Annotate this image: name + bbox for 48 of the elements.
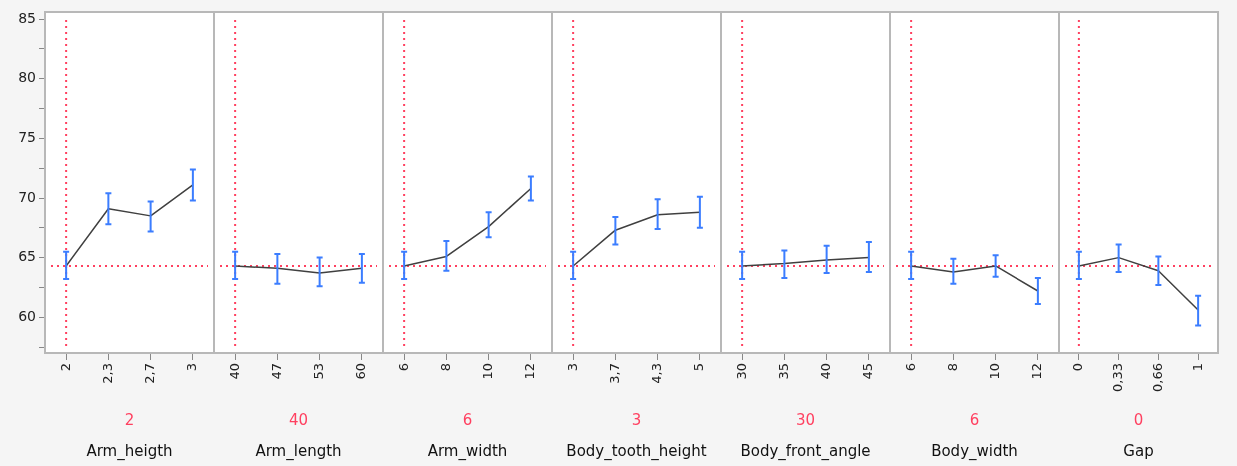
x-axis-title: Gap xyxy=(1123,441,1154,460)
x-tick-label: 0 xyxy=(1070,363,1086,372)
x-tick-label: 40 xyxy=(818,363,833,380)
x-axis-title: Arm_length xyxy=(255,441,342,461)
x-tick-label: 5 xyxy=(691,363,707,372)
y-tick-label: 75 xyxy=(18,129,36,146)
y-tick-label: 65 xyxy=(18,248,36,265)
x-tick-label: 12 xyxy=(1029,363,1045,380)
x-tick-label: 0,33 xyxy=(1110,363,1125,392)
x-tick-label: 4,3 xyxy=(649,363,664,384)
y-tick-label: 85 xyxy=(18,9,36,26)
y-tick-label: 60 xyxy=(18,307,36,324)
ref-line-label: 6 xyxy=(461,410,474,430)
x-tick-label: 1 xyxy=(1189,363,1205,372)
x-tick-label: 6 xyxy=(395,363,411,372)
x-axis-title: Body_width xyxy=(931,441,1018,461)
y-tick-label: 80 xyxy=(18,69,36,86)
x-tick-label: 40 xyxy=(226,363,242,380)
x-tick-label: 2 xyxy=(57,363,73,372)
x-tick-label: 47 xyxy=(268,363,284,380)
x-axis-title: Arm_heigth xyxy=(86,441,173,461)
x-tick-label: 0,66 xyxy=(1149,363,1165,392)
ref-line-label: 6 xyxy=(968,410,981,430)
x-tick-label: 53 xyxy=(311,363,326,380)
x-tick-label: 10 xyxy=(987,363,1002,380)
x-axis-title: Body_front_angle xyxy=(740,441,871,461)
ref-line-label: 40 xyxy=(287,410,310,430)
x-tick-label: 3 xyxy=(564,363,580,372)
x-tick-label: 2,7 xyxy=(142,363,157,384)
x-tick-label: 35 xyxy=(775,363,791,380)
x-tick-label: 30 xyxy=(733,363,749,380)
ref-line-label: 2 xyxy=(123,410,136,430)
x-tick-label: 60 xyxy=(353,363,369,380)
x-tick-label: 8 xyxy=(437,363,453,372)
y-tick-label: 70 xyxy=(18,188,36,205)
x-tick-label: 12 xyxy=(522,363,538,380)
x-tick-label: 10 xyxy=(480,363,495,380)
x-tick-label: 3,7 xyxy=(606,363,622,384)
x-tick-label: 6 xyxy=(902,363,918,372)
ref-line-label: 3 xyxy=(630,410,643,430)
ref-line-label: 30 xyxy=(794,410,817,430)
x-tick-label: 3 xyxy=(184,363,200,372)
x-axis-title: Body_tooth_height xyxy=(566,441,707,461)
x-tick-label: 45 xyxy=(860,363,876,380)
x-tick-label: 2,3 xyxy=(99,363,115,384)
x-axis-title: Arm_width xyxy=(427,441,508,461)
ref-line-label: 0 xyxy=(1132,410,1145,430)
x-tick-label: 8 xyxy=(944,363,960,372)
